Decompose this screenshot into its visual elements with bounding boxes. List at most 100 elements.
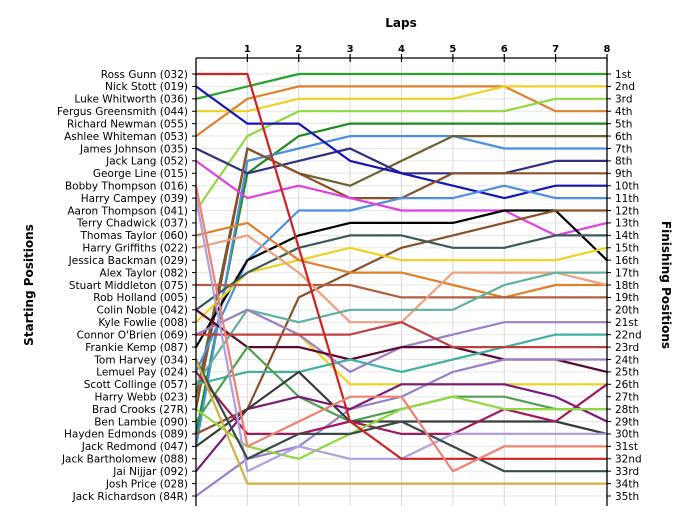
finishing-position-label: 3rd — [615, 94, 632, 106]
series-line-13 — [194, 209, 609, 349]
finishing-position-label: 6th — [615, 131, 632, 143]
finishing-position-label: 4th — [615, 106, 632, 118]
finishing-position-label: 11th — [615, 193, 639, 205]
series-line-12 — [194, 159, 609, 237]
x-tick-label: 1 — [244, 44, 251, 55]
series-line-11 — [194, 184, 609, 373]
starting-position-label: Fergus Greensmith (044) — [57, 106, 188, 118]
x-axis-title: Laps — [385, 16, 416, 30]
series-lines — [194, 72, 609, 498]
x-tick-label: 2 — [295, 44, 302, 55]
finishing-position-labels: 1st2nd3rd4th5th6th7th8th9th10th11th12th1… — [615, 69, 642, 503]
finishing-position-label: 35th — [615, 491, 639, 503]
starting-position-label: Hayden Edmonds (089) — [64, 429, 188, 441]
axes — [192, 54, 611, 506]
series-line-18 — [194, 283, 609, 299]
starting-position-label: Connor O'Brien (069) — [77, 329, 188, 341]
series-line-20 — [194, 271, 609, 386]
series-line-17 — [194, 221, 609, 299]
finishing-position-label: 34th — [615, 478, 639, 490]
finishing-position-label: 33rd — [615, 466, 639, 478]
x-tick-label: 3 — [347, 44, 354, 55]
finishing-position-label: 27th — [615, 392, 639, 404]
series-line-30 — [194, 370, 609, 435]
finishing-position-label: 28th — [615, 404, 639, 416]
series-line-25 — [194, 321, 609, 349]
starting-position-labels: Ross Gunn (032)Nick Stott (019)Luke Whit… — [57, 69, 188, 503]
finishing-position-label: 19th — [615, 292, 639, 304]
starting-position-label: Tom Harvey (034) — [93, 354, 188, 366]
starting-position-label: Harry Griffiths (022) — [82, 243, 188, 255]
finishing-position-label: 23rd — [615, 342, 639, 354]
series-line-28 — [194, 383, 609, 473]
finishing-position-label: 1st — [615, 69, 631, 81]
starting-position-label: Alex Taylor (082) — [100, 267, 188, 279]
series-line-24 — [194, 333, 609, 386]
finishing-position-label: 16th — [615, 255, 639, 267]
grid-lines — [196, 58, 608, 506]
finishing-position-label: 18th — [615, 280, 639, 292]
starting-position-label: Thomas Taylor (060) — [79, 230, 188, 242]
starting-position-label: Jack Redmond (047) — [81, 441, 188, 453]
starting-position-label: Jack Bartholomew (088) — [61, 454, 188, 466]
series-line-36 — [194, 358, 609, 485]
finishing-position-label: 25th — [615, 367, 639, 379]
starting-position-label: Ashlee Whiteman (053) — [64, 131, 188, 143]
y-axis-title-left: Starting Positions — [22, 224, 36, 346]
series-line-33 — [194, 358, 609, 473]
series-line-3 — [194, 85, 609, 113]
finishing-position-label: 22nd — [615, 329, 642, 341]
starting-position-label: Rob Holland (005) — [93, 292, 188, 304]
finishing-position-label: 7th — [615, 143, 632, 155]
starting-position-label: Lemuel Pay (024) — [96, 367, 188, 379]
starting-position-label: Harry Campey (039) — [81, 193, 188, 205]
finishing-position-label: 24th — [615, 354, 639, 366]
starting-position-label: Bobby Thompson (016) — [65, 181, 188, 193]
x-tick-labels: 1 2 3 4 5 6 7 8 — [244, 44, 611, 55]
series-line-4 — [194, 97, 609, 212]
finishing-position-label: 20th — [615, 305, 639, 317]
series-line-5 — [194, 122, 609, 435]
starting-position-label: Terry Chadwick (037) — [76, 218, 188, 230]
x-tick-label: 7 — [552, 44, 559, 55]
finishing-position-label: 8th — [615, 156, 632, 168]
series-line-15 — [194, 246, 609, 324]
finishing-position-label: 29th — [615, 416, 639, 428]
starting-position-label: Frankie Kemp (087) — [85, 342, 188, 354]
starting-position-label: Stuart Middleton (075) — [69, 280, 188, 292]
finishing-position-label: 26th — [615, 379, 639, 391]
y-axis-title-right: Finishing Positions — [659, 221, 673, 349]
finishing-position-label: 5th — [615, 118, 632, 130]
finishing-position-label: 30th — [615, 429, 639, 441]
starting-position-label: Aaron Thompson (041) — [67, 205, 188, 217]
starting-position-label: Ben Lambie (090) — [94, 416, 188, 428]
starting-position-label: James Johnson (035) — [79, 143, 188, 155]
starting-position-label: George Line (015) — [93, 168, 188, 180]
x-tick-label: 8 — [604, 44, 611, 55]
starting-position-label: Jai Nijjar (092) — [112, 466, 188, 478]
finishing-position-label: 32nd — [615, 454, 642, 466]
starting-position-label: Brad Crooks (27R) — [92, 404, 188, 416]
finishing-position-label: 15th — [615, 243, 639, 255]
starting-position-label: Luke Whitworth (036) — [74, 94, 188, 106]
series-line-35 — [194, 184, 609, 473]
finishing-position-label: 21st — [615, 317, 638, 329]
starting-position-label: Scott Collinge (057) — [84, 379, 188, 391]
x-tick-label: 4 — [398, 44, 405, 55]
finishing-position-label: 13th — [615, 218, 639, 230]
finishing-position-label: 17th — [615, 267, 639, 279]
starting-position-label: Ross Gunn (032) — [101, 69, 188, 81]
starting-position-label: Colin Noble (042) — [97, 305, 188, 317]
x-tick-label: 5 — [449, 44, 456, 55]
starting-position-label: Jack Lang (052) — [105, 156, 188, 168]
finishing-position-label: 10th — [615, 181, 639, 193]
starting-position-label: Jessica Backman (029) — [68, 255, 188, 267]
series-line-34 — [194, 72, 609, 460]
finishing-position-label: 9th — [615, 168, 632, 180]
starting-position-label: Josh Price (028) — [105, 478, 188, 490]
starting-position-label: Harry Webb (023) — [95, 392, 188, 404]
starting-position-label: Kyle Fowlie (008) — [98, 317, 188, 329]
finishing-position-label: 31st — [615, 441, 638, 453]
x-tick-label: 6 — [501, 44, 508, 55]
